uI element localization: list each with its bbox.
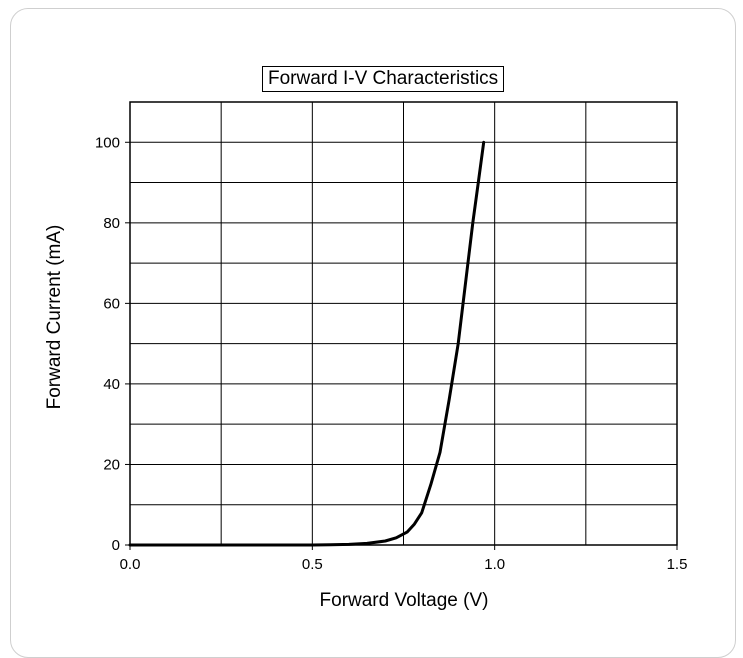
chart-title: Forward I-V Characteristics xyxy=(262,66,504,92)
y-tick-label: 40 xyxy=(103,376,120,393)
y-axis-title: Forward Current (mA) xyxy=(44,225,65,410)
x-tick-label: 0.5 xyxy=(302,556,323,573)
x-tick-label: 1.5 xyxy=(667,556,688,573)
y-tick-label: 100 xyxy=(95,134,120,151)
x-axis-title: Forward Voltage (V) xyxy=(320,590,489,611)
y-tick-label: 80 xyxy=(103,215,120,232)
y-tick-label: 60 xyxy=(103,295,120,312)
y-tick-label: 0 xyxy=(112,537,120,554)
grid xyxy=(130,102,677,545)
x-tick-label: 1.0 xyxy=(484,556,505,573)
y-tick-label: 20 xyxy=(103,456,120,473)
axis-ticks: 0.0 0.5 1.0 1.5 0 20 40 60 80 100 xyxy=(95,134,687,573)
x-tick-label: 0.0 xyxy=(120,556,141,573)
